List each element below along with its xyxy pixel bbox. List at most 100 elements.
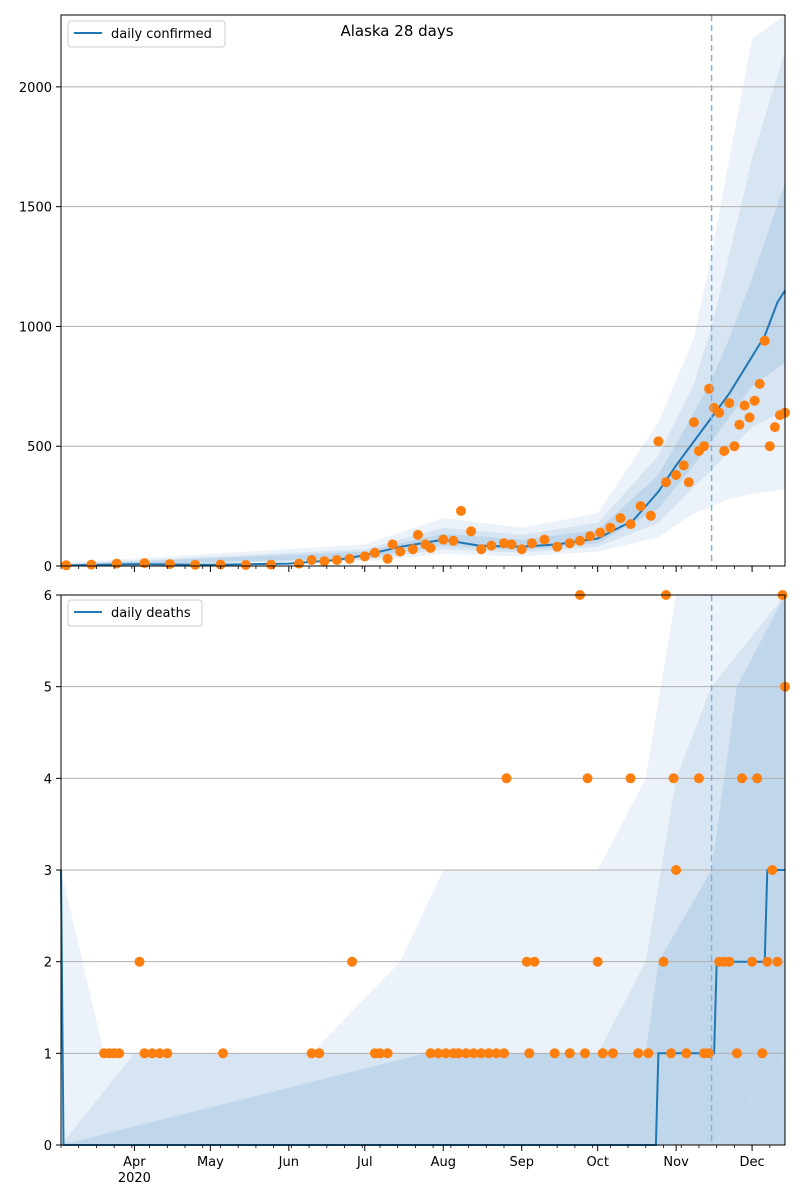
data-point: [671, 470, 682, 480]
confirmed-x-ticks: [60, 566, 771, 572]
data-point: [506, 539, 517, 550]
data-point: [476, 1048, 487, 1059]
data-point: [739, 400, 750, 411]
data-point: [375, 1048, 385, 1059]
data-point: [580, 1048, 590, 1059]
y-tick-label: 1000: [19, 320, 52, 335]
data-point: [407, 544, 418, 555]
data-point: [592, 956, 603, 967]
confirmed-panel: 0 500 1000 1500 2000 daily confirmed: [19, 14, 790, 575]
data-point: [759, 335, 770, 346]
data-point: [347, 956, 358, 967]
x-tick-label: Jul: [356, 1155, 373, 1170]
data-point: [501, 773, 512, 784]
y-tick-label: 2000: [19, 81, 52, 96]
data-point: [693, 773, 704, 784]
deaths-y-ticks: 0 1 2 3 4 5 6: [44, 589, 61, 1154]
data-point: [575, 535, 585, 546]
data-point: [552, 541, 563, 552]
data-point: [564, 538, 575, 549]
data-point: [668, 773, 679, 784]
data-point: [767, 865, 778, 875]
data-point: [461, 1048, 471, 1059]
data-point: [724, 956, 735, 967]
data-point: [769, 422, 780, 433]
y-tick-label: 2: [44, 956, 52, 971]
data-point: [382, 1048, 393, 1059]
data-point: [764, 441, 775, 452]
data-point: [162, 1048, 173, 1059]
data-point: [653, 436, 664, 447]
data-point: [425, 1048, 436, 1059]
data-point: [190, 559, 201, 570]
data-point: [529, 956, 540, 967]
data-point: [681, 1048, 692, 1059]
y-tick-label: 0: [44, 1139, 52, 1154]
data-point: [605, 522, 616, 533]
x-year-label: 2020: [118, 1171, 151, 1186]
data-point: [582, 773, 593, 784]
x-tick-label: Aug: [431, 1155, 456, 1170]
deaths-points: [99, 590, 790, 1059]
data-point: [734, 419, 745, 430]
data-point: [111, 558, 122, 569]
legend-label-deaths: daily deaths: [111, 606, 191, 621]
data-point: [635, 501, 646, 512]
chart-title: Alaska 28 days: [340, 22, 453, 40]
data-point: [114, 1048, 125, 1059]
y-tick-label: 0: [44, 560, 52, 575]
data-point: [387, 539, 398, 550]
data-point: [395, 546, 406, 557]
data-point: [468, 1048, 479, 1059]
data-point: [86, 559, 97, 570]
y-tick-label: 5: [44, 681, 52, 696]
data-point: [564, 1048, 575, 1059]
data-point: [476, 544, 487, 555]
confirmed-y-ticks: 0 500 1000 1500 2000: [19, 81, 61, 575]
data-point: [319, 556, 330, 567]
data-point: [61, 560, 72, 571]
data-point: [369, 547, 380, 558]
data-point: [240, 560, 251, 570]
data-point: [597, 1048, 608, 1059]
x-tick-label: Apr: [123, 1155, 146, 1170]
deaths-panel: 0 1 2 3 4 5 6 Apr May Jun Jul Aug Sep Oct Nov Dec 2020…: [44, 589, 790, 1186]
data-point: [440, 1048, 451, 1059]
data-point: [643, 1048, 654, 1059]
data-point: [306, 1048, 317, 1059]
data-point: [539, 534, 550, 545]
x-tick-label: May: [197, 1155, 224, 1170]
data-point: [699, 441, 709, 452]
data-point: [134, 956, 145, 967]
data-point: [772, 956, 783, 967]
data-point: [154, 1048, 165, 1059]
data-point: [448, 535, 459, 546]
data-point: [625, 519, 636, 530]
data-point: [499, 538, 509, 549]
band-inner-interval: [61, 595, 785, 1145]
data-point: [671, 865, 682, 875]
data-point: [661, 477, 671, 488]
y-tick-label: 6: [44, 589, 52, 604]
data-point: [499, 1048, 509, 1059]
legend-box: [67, 599, 203, 627]
y-tick-label: 500: [27, 440, 52, 455]
x-tick-label: Dec: [740, 1155, 765, 1170]
data-point: [147, 1048, 158, 1059]
data-point: [486, 540, 497, 551]
x-tick-label: Jun: [278, 1155, 299, 1170]
deaths-bands: [61, 595, 785, 1145]
x-tick-label: Nov: [663, 1155, 689, 1170]
data-point: [658, 956, 669, 967]
data-point: [615, 513, 626, 524]
data-point: [453, 1048, 464, 1059]
y-tick-label: 4: [44, 772, 52, 787]
data-point: [737, 773, 747, 784]
data-point: [294, 558, 304, 569]
band-middle-interval: [61, 50, 785, 566]
data-point: [757, 1048, 768, 1059]
data-point: [719, 446, 730, 456]
y-tick-label: 1: [44, 1047, 52, 1062]
data-point: [331, 555, 342, 565]
